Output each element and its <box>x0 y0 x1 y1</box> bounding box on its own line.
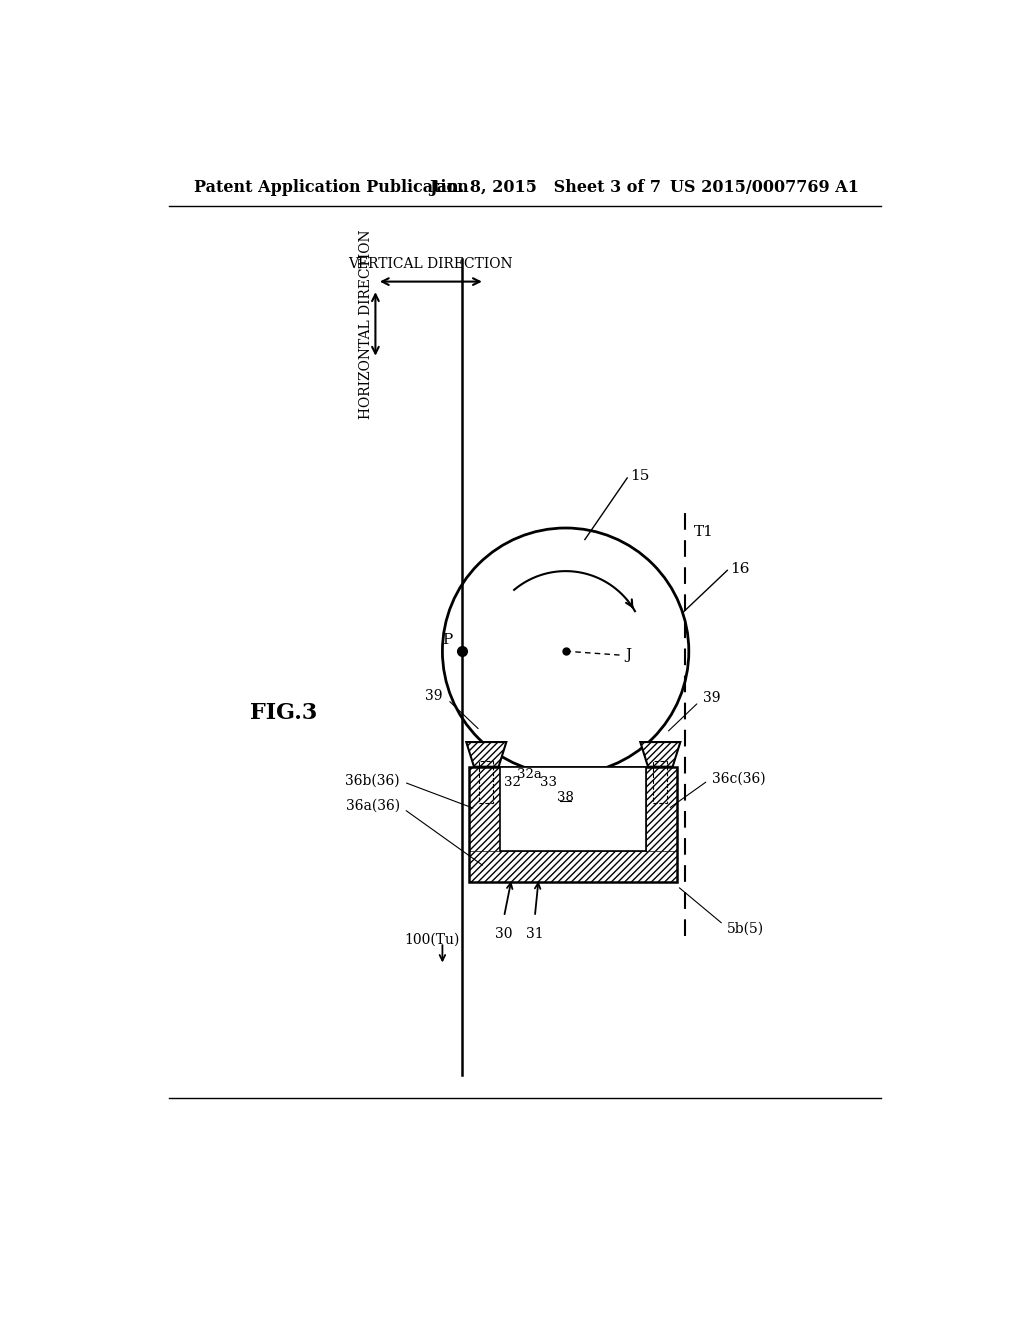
Polygon shape <box>640 742 680 767</box>
Text: 100(Tu): 100(Tu) <box>403 933 460 946</box>
Bar <box>653 760 668 803</box>
Text: P: P <box>442 634 453 647</box>
Polygon shape <box>466 742 506 767</box>
Bar <box>500 767 646 851</box>
Text: 31: 31 <box>526 927 544 941</box>
Text: 32a: 32a <box>517 768 542 781</box>
Text: 39: 39 <box>702 692 720 705</box>
Text: FIG.3: FIG.3 <box>250 702 317 723</box>
Text: 16: 16 <box>730 562 750 576</box>
Bar <box>646 767 677 882</box>
Text: 36c(36): 36c(36) <box>712 772 766 785</box>
Bar <box>479 760 494 803</box>
Text: 30: 30 <box>496 927 513 941</box>
Text: J: J <box>626 648 632 663</box>
Text: US 2015/0007769 A1: US 2015/0007769 A1 <box>670 180 858 197</box>
Bar <box>469 851 677 882</box>
Bar <box>469 767 677 882</box>
Text: Patent Application Publication: Patent Application Publication <box>194 180 468 197</box>
Text: 36b(36): 36b(36) <box>345 774 400 788</box>
Text: 33: 33 <box>541 776 557 788</box>
Text: T1: T1 <box>694 525 714 539</box>
Bar <box>469 767 500 882</box>
Text: HORIZONTAL DIRECTION: HORIZONTAL DIRECTION <box>359 230 373 418</box>
Text: 5b(5): 5b(5) <box>727 921 765 936</box>
Text: 38: 38 <box>557 791 574 804</box>
Text: 32: 32 <box>504 776 521 788</box>
Text: 15: 15 <box>631 470 649 483</box>
Text: Jan. 8, 2015   Sheet 3 of 7: Jan. 8, 2015 Sheet 3 of 7 <box>429 180 662 197</box>
Text: 36a(36): 36a(36) <box>346 799 400 812</box>
Text: VERTICAL DIRECTION: VERTICAL DIRECTION <box>348 257 513 271</box>
Text: 39: 39 <box>425 689 442 702</box>
